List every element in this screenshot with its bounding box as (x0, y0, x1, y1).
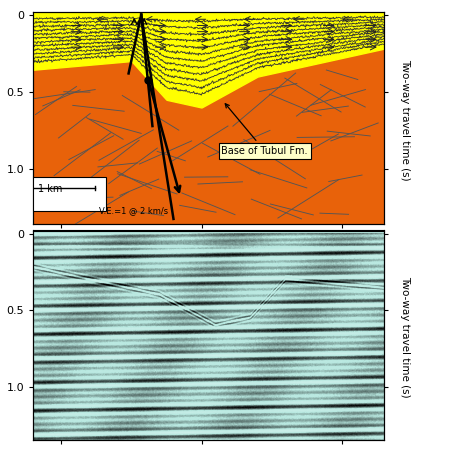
Text: Two-way travel time (s): Two-way travel time (s) (400, 59, 410, 181)
Text: Two-way travel time (s): Two-way travel time (s) (400, 276, 410, 397)
Text: Base of Tubul Fm.: Base of Tubul Fm. (221, 104, 308, 156)
FancyBboxPatch shape (0, 177, 106, 211)
Text: V.E.=1 @ 2 km/s: V.E.=1 @ 2 km/s (99, 207, 168, 216)
Text: 1 km: 1 km (38, 184, 62, 194)
